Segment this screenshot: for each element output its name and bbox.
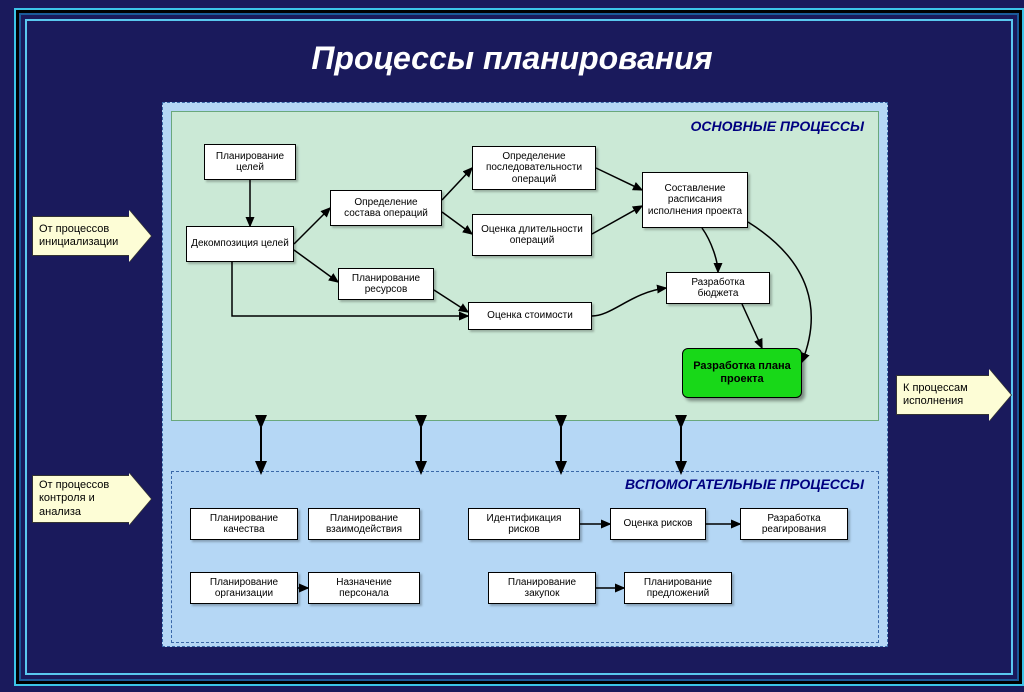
node-n5: Определение последовательности операций [472,146,596,190]
node-a7: Назначение персонала [308,572,420,604]
node-a6: Планирование организации [190,572,298,604]
node-n2: Декомпозиция целей [186,226,294,262]
input-arrow-control-label: От процессов контроля и анализа [39,479,123,519]
node-a1: Планирование качества [190,508,298,540]
node-n4: Планирование ресурсов [338,268,434,300]
aux-panel-title: ВСПОМОГАТЕЛЬНЫЕ ПРОЦЕССЫ [625,476,864,492]
output-arrow-exec: К процессам исполнения [896,375,990,415]
page-title: Процессы планирования [0,40,1024,77]
node-n7: Оценка стоимости [468,302,592,330]
node-n1: Планирование целей [204,144,296,180]
aux-processes-panel: ВСПОМОГАТЕЛЬНЫЕ ПРОЦЕССЫ Планирование ка… [171,471,879,643]
node-n8: Составление расписания исполнения проект… [642,172,748,228]
node-a5: Разработка реагирования [740,508,848,540]
node-a2: Планирование взаимодействия [308,508,420,540]
input-arrow-init-label: От процессов инициализации [39,223,123,249]
node-a3: Идентификация рисков [468,508,580,540]
node-n10: Разработка плана проекта [682,348,802,398]
node-a4: Оценка рисков [610,508,706,540]
node-a9: Планирование предложений [624,572,732,604]
node-n9: Разработка бюджета [666,272,770,304]
input-arrow-init: От процессов инициализации [32,216,130,256]
node-n6: Оценка длительности операций [472,214,592,256]
main-processes-panel: ОСНОВНЫЕ ПРОЦЕССЫ Планирование целей Деко… [171,111,879,421]
node-a8: Планирование закупок [488,572,596,604]
diagram-container: ОСНОВНЫЕ ПРОЦЕССЫ Планирование целей Деко… [162,102,888,647]
node-n3: Определение состава операций [330,190,442,226]
main-panel-title: ОСНОВНЫЕ ПРОЦЕССЫ [690,118,864,134]
output-arrow-exec-label: К процессам исполнения [903,382,983,408]
input-arrow-control: От процессов контроля и анализа [32,475,130,523]
aux-edges [172,472,878,642]
